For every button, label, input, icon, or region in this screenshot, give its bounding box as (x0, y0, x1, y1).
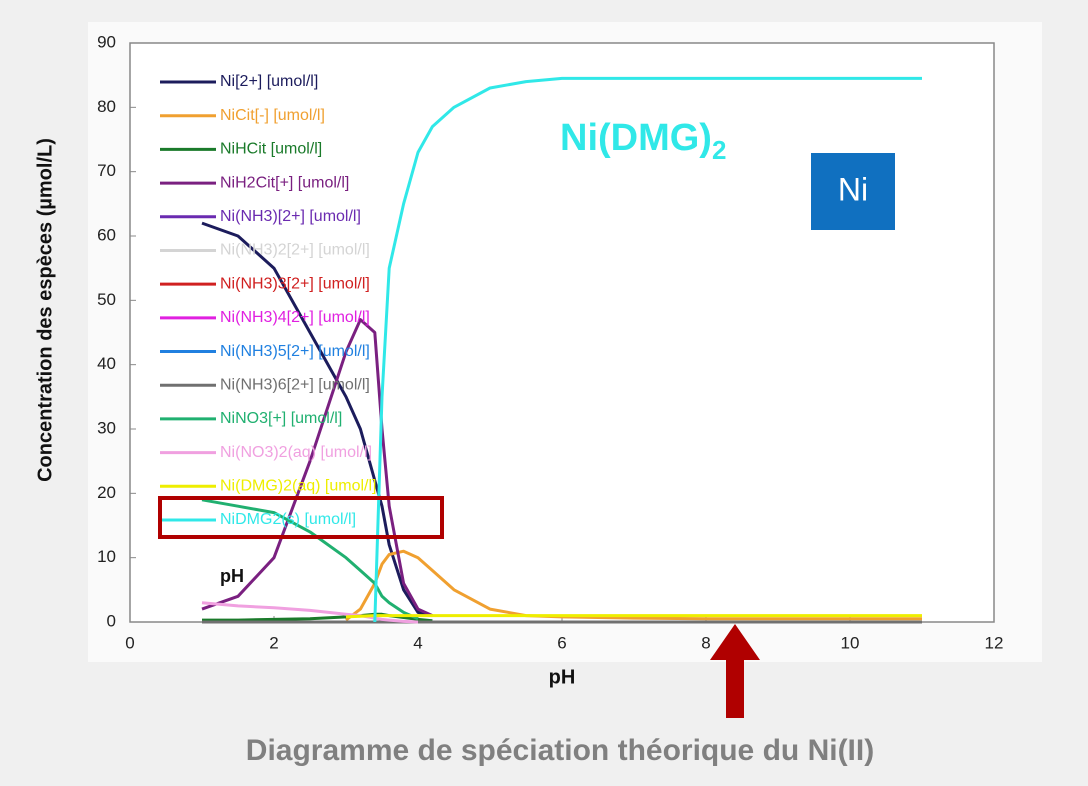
legend-label: NiH2Cit[+] [umol/l] (220, 174, 349, 191)
y-tick-label: 0 (107, 611, 116, 630)
legend-label: NiDMG2(s) [umol/l] (220, 511, 356, 528)
series-line (345, 614, 922, 619)
product-annotation: Ni(DMG)2 (560, 117, 726, 165)
x-tick-label: 2 (269, 633, 278, 652)
y-axis-label: Concentration des espèces (µmol/L) (34, 138, 56, 482)
x-axis-label: pH (549, 666, 576, 688)
product-subscript: 2 (712, 135, 726, 165)
element-box (811, 153, 895, 230)
y-tick-label: 10 (97, 547, 116, 566)
element-label: Ni (838, 171, 868, 207)
y-tick-label: 50 (97, 290, 116, 309)
series-line (201, 498, 419, 621)
y-tick-label: 90 (97, 32, 116, 51)
legend: Ni[2+] [umol/l] NiCit[-] [umol/l] NiHCit [… (160, 73, 376, 528)
series-line (345, 549, 922, 622)
y-tick-label: 80 (97, 97, 116, 116)
marks (129, 42, 995, 624)
series-line (201, 221, 433, 618)
x-tick-label: 10 (841, 633, 860, 652)
legend-label: Ni(DMG)2(aq) [umol/l] (220, 478, 376, 495)
y-tick-label: 60 (97, 225, 116, 244)
legend-label: Ni(NH3)4[2+] [umol/l] (220, 309, 370, 326)
product-text: Ni(DMG) (560, 117, 712, 159)
x-tick-label: 4 (413, 633, 422, 652)
legend-label: Ni(NH3)5[2+] [umol/l] (220, 343, 370, 360)
y-tick-label: 70 (97, 161, 116, 180)
y-tick-label: 40 (97, 354, 116, 373)
legend-label: Ni[2+] [umol/l] (220, 73, 318, 90)
legend-label: NiHCit [umol/l] (220, 141, 322, 158)
x-tick-label: 12 (985, 633, 1004, 652)
legend-label: Ni(NO3)2(aq) [umol/l] (220, 444, 372, 461)
x-tick-label: 8 (701, 633, 710, 652)
x-tick-label: 0 (125, 633, 134, 652)
legend-label: NiCit[-] [umol/l] (220, 107, 325, 124)
highlight-box (158, 496, 444, 539)
legend-label: Ni(NH3)6[2+] [umol/l] (220, 376, 370, 393)
x-tick-label: 6 (557, 633, 566, 652)
y-tick-label: 30 (97, 418, 116, 437)
chart-title: Diagramme de spéciation théorique du Ni(… (246, 734, 874, 767)
red-arrow (710, 624, 760, 718)
legend-label: NiNO3[+] [umol/l] (220, 410, 342, 427)
legend-label: Ni(NH3)3[2+] [umol/l] (220, 275, 370, 292)
series-line (201, 318, 434, 617)
stray-label: pH (220, 566, 244, 586)
axes-frame (129, 42, 995, 623)
y-tick-label: 20 (97, 483, 116, 502)
legend-label: Ni(NH3)2[2+] [umol/l] (220, 242, 370, 259)
legend-label: Ni(NH3)[2+] [umol/l] (220, 208, 361, 225)
series-line (373, 76, 922, 623)
